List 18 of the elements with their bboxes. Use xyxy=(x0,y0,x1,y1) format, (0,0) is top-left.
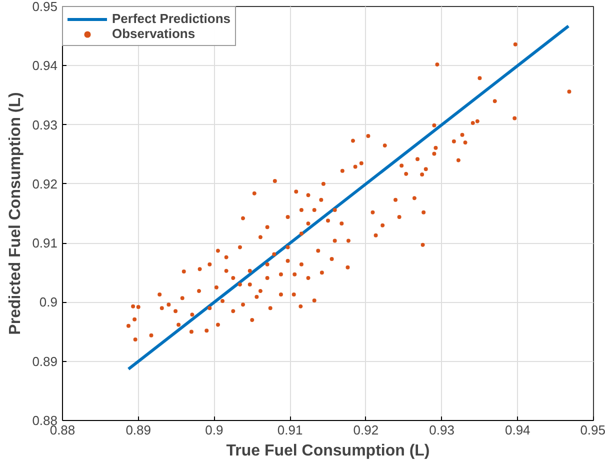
legend-label: Perfect Predictions xyxy=(112,11,230,26)
y-axis-title: Predicted Fuel Consumption (L) xyxy=(7,92,24,335)
x-tick-label: 0.9 xyxy=(205,422,224,438)
y-tick-label: 0.92 xyxy=(32,176,58,192)
x-tick-label: 0.94 xyxy=(504,422,530,438)
x-tick-label: 0.89 xyxy=(126,422,152,438)
y-tick-label: 0.95 xyxy=(32,0,58,14)
x-axis-title: True Fuel Consumption (L) xyxy=(226,442,430,460)
y-tick-label: 0.9 xyxy=(39,294,58,310)
legend-label: Observations xyxy=(112,26,196,41)
x-tick-label: 0.92 xyxy=(353,422,379,438)
y-tick-label: 0.94 xyxy=(32,58,58,74)
x-tick-label: 0.95 xyxy=(580,422,605,438)
y-tick-label: 0.93 xyxy=(32,117,58,132)
y-tick-label: 0.91 xyxy=(32,236,58,251)
x-tick-label: 0.93 xyxy=(429,422,454,438)
x-tick-label: 0.91 xyxy=(277,422,303,438)
y-tick-label: 0.89 xyxy=(32,354,58,369)
